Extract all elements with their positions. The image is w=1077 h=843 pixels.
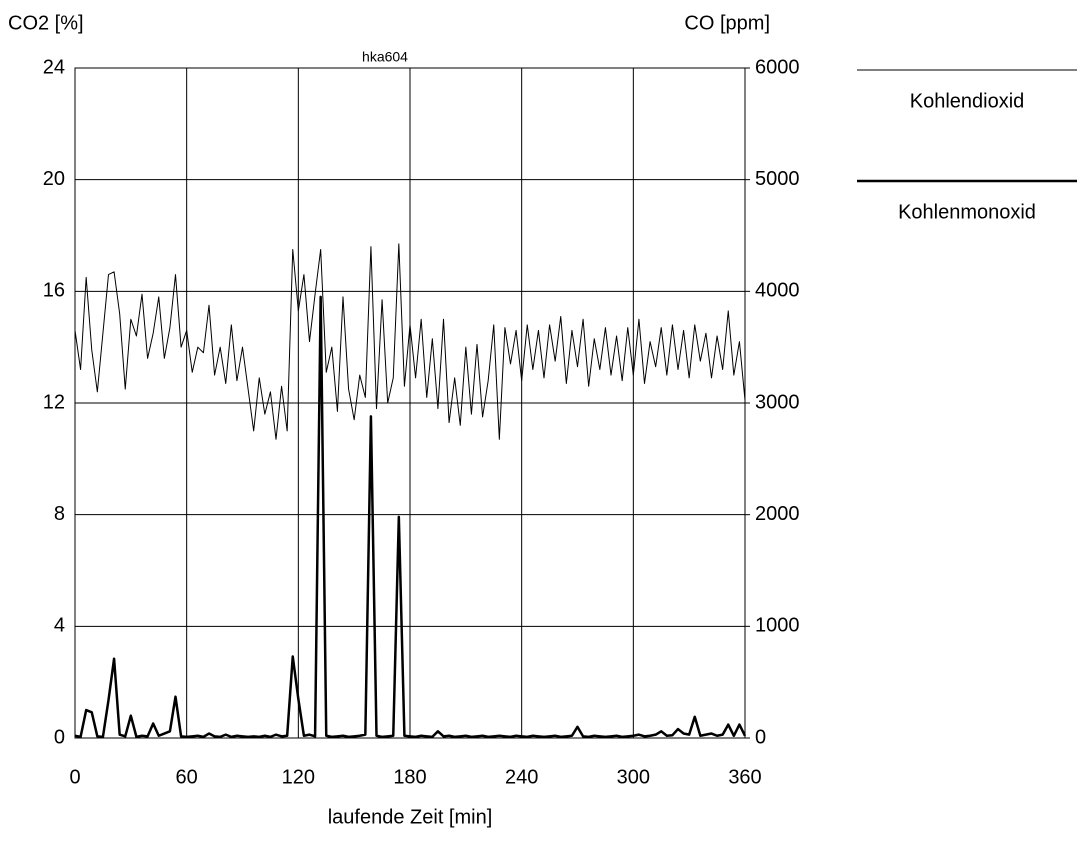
- chart-title: hka604: [362, 49, 408, 65]
- x-tick-label: 300: [617, 766, 650, 788]
- y-tick-label: 12: [43, 391, 65, 413]
- y2-tick-label: 0: [755, 726, 766, 748]
- series-line: [74, 243, 746, 440]
- series-line: [74, 295, 747, 739]
- x-tick-label: 60: [176, 766, 198, 788]
- y-tick-label: 20: [43, 168, 65, 190]
- y2-axis-title: CO [ppm]: [684, 12, 770, 34]
- y2-tick-label: 5000: [755, 168, 800, 190]
- y-tick-label: 0: [54, 726, 65, 748]
- y2-tick-label: 1000: [755, 615, 800, 637]
- y2-tick-label: 6000: [755, 56, 800, 78]
- y-tick-label: 24: [43, 56, 65, 78]
- x-tick-label: 180: [393, 766, 426, 788]
- x-tick-label: 240: [505, 766, 538, 788]
- y-tick-label: 4: [54, 615, 65, 637]
- x-tick-label: 0: [69, 766, 80, 788]
- y-axis-title: CO2 [%]: [8, 12, 84, 34]
- legend-label: Kohlenmonoxid: [898, 201, 1036, 223]
- y-tick-label: 16: [43, 280, 65, 302]
- x-tick-label: 360: [728, 766, 761, 788]
- y-tick-label: 8: [54, 503, 65, 525]
- plot-frame: [74, 67, 746, 739]
- x-axis-title: laufende Zeit [min]: [328, 806, 493, 828]
- legend-label: Kohlendioxid: [910, 90, 1025, 112]
- y2-tick-label: 3000: [755, 391, 800, 413]
- y2-tick-label: 4000: [755, 280, 800, 302]
- x-tick-label: 120: [282, 766, 315, 788]
- y2-tick-label: 2000: [755, 503, 800, 525]
